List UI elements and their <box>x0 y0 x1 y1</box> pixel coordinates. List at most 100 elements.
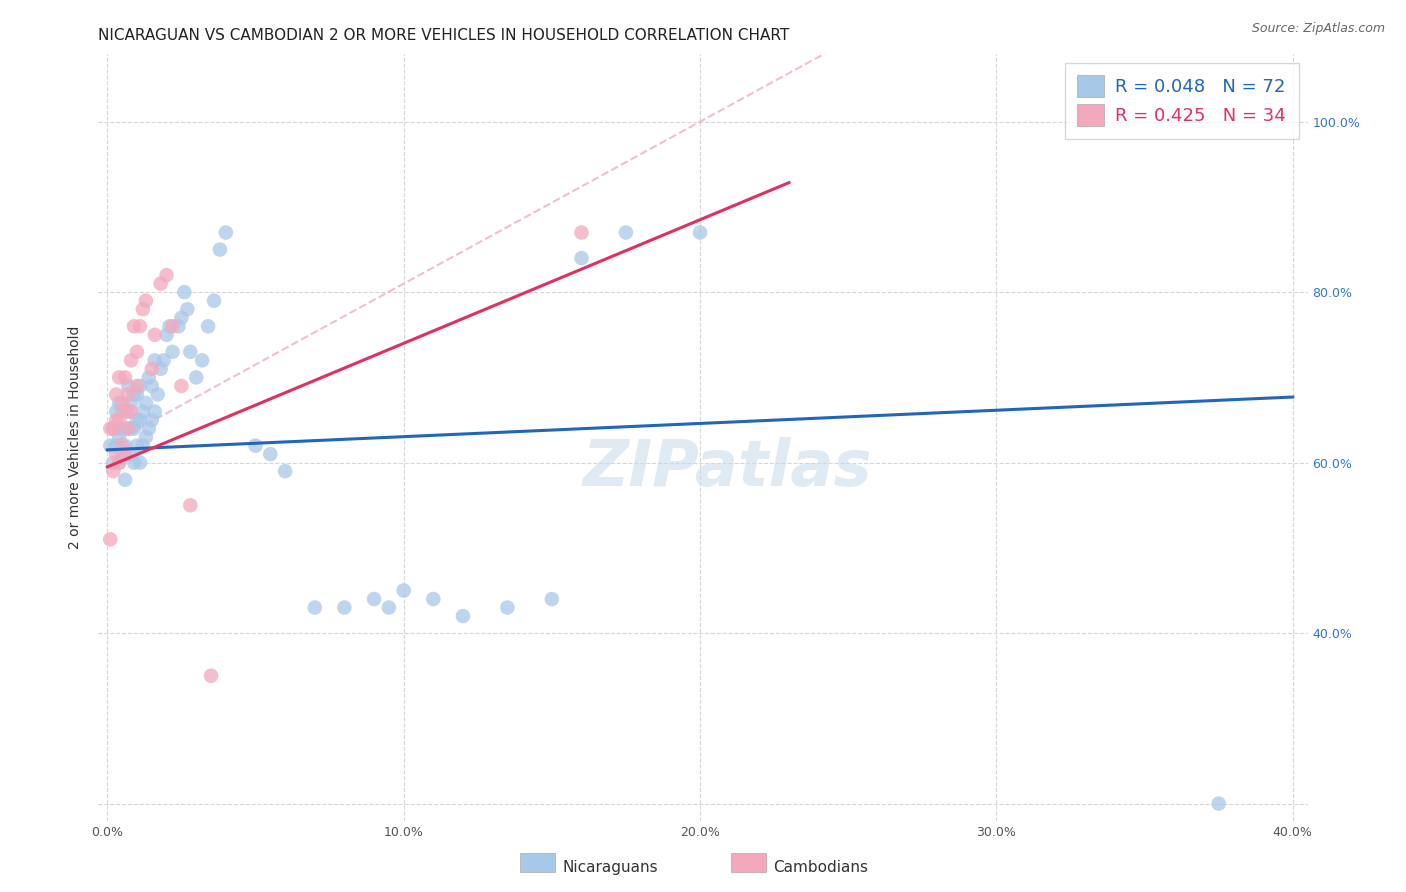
Point <box>129 379 152 393</box>
Point <box>132 404 155 418</box>
Point <box>125 439 148 453</box>
Point <box>422 592 444 607</box>
Point <box>143 353 166 368</box>
Point <box>125 413 148 427</box>
Point <box>138 421 160 435</box>
Point <box>120 421 142 435</box>
Point <box>120 404 142 418</box>
Point <box>114 439 136 453</box>
Point <box>120 353 142 368</box>
Point <box>162 319 184 334</box>
Point <box>1208 797 1230 811</box>
Text: Nicaraguans: Nicaraguans <box>562 860 658 874</box>
Point <box>363 592 385 607</box>
Point <box>105 421 128 435</box>
Point <box>146 387 169 401</box>
Point <box>149 362 172 376</box>
Point <box>176 302 198 317</box>
Point <box>215 226 238 240</box>
Text: ZIPatlas: ZIPatlas <box>582 437 872 499</box>
Point <box>105 439 128 453</box>
Point <box>129 456 152 470</box>
Point <box>105 404 128 418</box>
Point <box>108 456 131 470</box>
Point <box>155 268 177 282</box>
Point <box>108 396 131 410</box>
Point <box>114 404 136 418</box>
Point <box>108 430 131 444</box>
Point <box>103 421 125 435</box>
Point <box>141 413 163 427</box>
Point <box>111 439 134 453</box>
Point <box>333 600 356 615</box>
Point <box>129 319 152 334</box>
Point <box>245 439 267 453</box>
Point <box>103 464 125 478</box>
Point <box>108 413 131 427</box>
Point <box>170 379 193 393</box>
Point <box>122 421 145 435</box>
Point <box>103 421 125 435</box>
Point <box>141 379 163 393</box>
Point <box>186 370 208 384</box>
Point <box>200 669 222 683</box>
Point <box>125 387 148 401</box>
Point <box>451 609 474 624</box>
Point <box>117 421 139 435</box>
Point <box>108 370 131 384</box>
Point <box>117 421 139 435</box>
Point <box>117 404 139 418</box>
Point <box>111 404 134 418</box>
Point <box>167 319 190 334</box>
Point <box>149 277 172 291</box>
Point <box>103 456 125 470</box>
Point <box>689 226 711 240</box>
Point <box>540 592 562 607</box>
Point <box>125 344 148 359</box>
Point <box>120 447 142 461</box>
Point <box>259 447 281 461</box>
Point <box>614 226 637 240</box>
Legend: R = 0.048   N = 72, R = 0.425   N = 34: R = 0.048 N = 72, R = 0.425 N = 34 <box>1064 62 1299 139</box>
Point <box>138 370 160 384</box>
Point <box>274 464 297 478</box>
Point <box>117 379 139 393</box>
Point <box>132 302 155 317</box>
Point <box>135 396 157 410</box>
Point <box>114 370 136 384</box>
Point <box>98 533 121 547</box>
Point <box>143 327 166 342</box>
Point <box>132 439 155 453</box>
Point <box>105 447 128 461</box>
Point <box>111 396 134 410</box>
Point <box>114 473 136 487</box>
Point <box>152 353 174 368</box>
Point <box>378 600 401 615</box>
Point <box>571 251 593 265</box>
Point <box>304 600 326 615</box>
Point <box>159 319 181 334</box>
Y-axis label: 2 or more Vehicles in Household: 2 or more Vehicles in Household <box>69 326 83 549</box>
Point <box>111 447 134 461</box>
Point <box>143 404 166 418</box>
Point <box>105 387 128 401</box>
Point <box>105 413 128 427</box>
Point <box>155 327 177 342</box>
Point <box>162 344 184 359</box>
Point <box>98 439 121 453</box>
Point <box>114 447 136 461</box>
Point <box>111 421 134 435</box>
Point <box>122 387 145 401</box>
Point <box>208 243 231 257</box>
Point <box>125 379 148 393</box>
Point <box>496 600 519 615</box>
Point <box>122 456 145 470</box>
Text: NICARAGUAN VS CAMBODIAN 2 OR MORE VEHICLES IN HOUSEHOLD CORRELATION CHART: NICARAGUAN VS CAMBODIAN 2 OR MORE VEHICL… <box>98 28 790 43</box>
Point <box>108 456 131 470</box>
Point <box>179 498 201 512</box>
Point <box>122 319 145 334</box>
Point <box>170 310 193 325</box>
Point <box>135 430 157 444</box>
Point <box>202 293 225 308</box>
Point <box>117 387 139 401</box>
